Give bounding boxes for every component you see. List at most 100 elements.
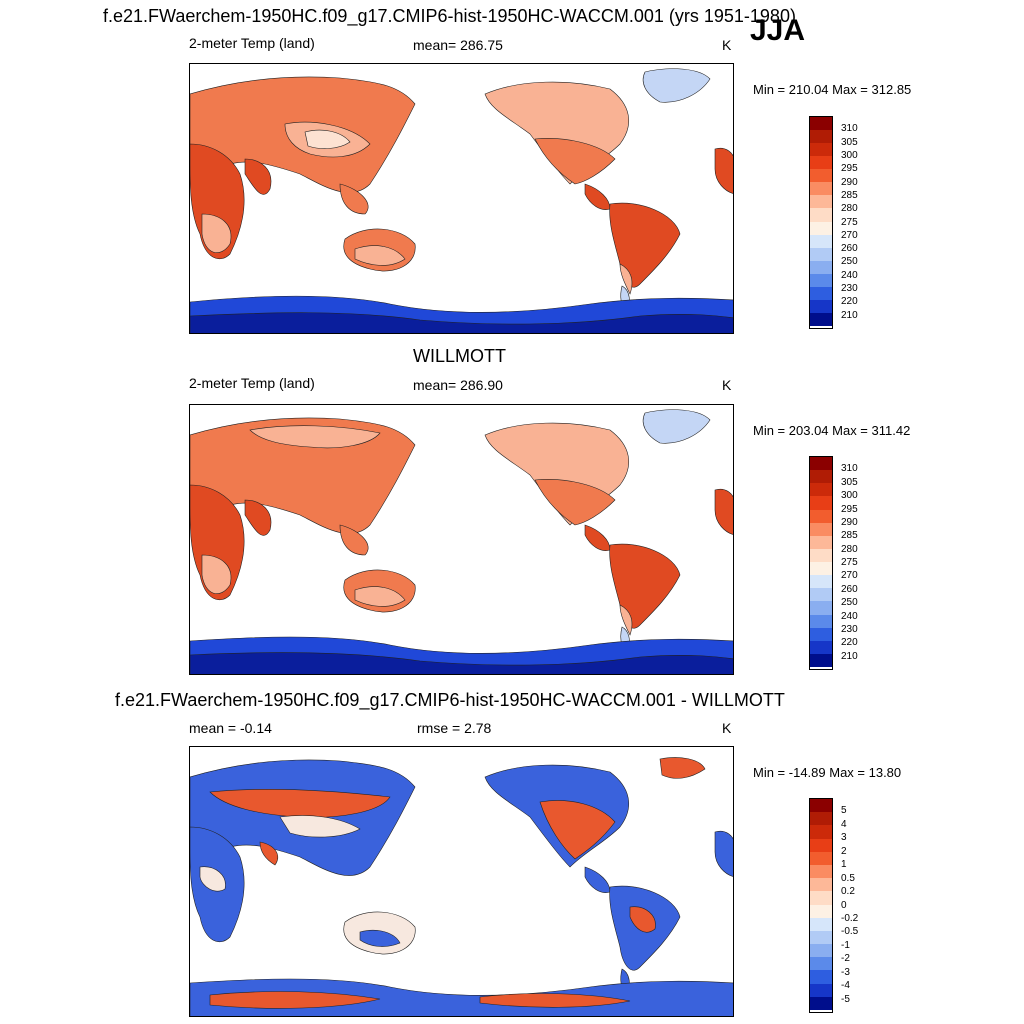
land-region bbox=[642, 68, 711, 103]
colorbar-tick-label: 250 bbox=[841, 597, 858, 609]
colorbar-tick-label: 240 bbox=[841, 269, 858, 281]
colorbar-tick-label: 210 bbox=[841, 650, 858, 662]
panel2-minmax: Min = 203.04 Max = 311.42 bbox=[753, 423, 911, 438]
colorbar-tick-label: 295 bbox=[841, 163, 858, 175]
colorbar-tick-label: 270 bbox=[841, 229, 858, 241]
colorbar-swatch bbox=[810, 182, 832, 196]
colorbar-tick-label: 260 bbox=[841, 583, 858, 595]
colorbar-tick-label: 250 bbox=[841, 256, 858, 268]
colorbar-tick-label: 1 bbox=[841, 859, 847, 871]
land-region bbox=[244, 499, 272, 536]
colorbar-swatch bbox=[810, 457, 832, 471]
land-region bbox=[201, 213, 232, 253]
colorbar-swatch bbox=[810, 917, 832, 931]
panel1-units: K bbox=[722, 37, 732, 53]
colorbar-tick-label: 220 bbox=[841, 296, 858, 308]
colorbar-swatch bbox=[810, 169, 832, 183]
colorbar-tick-label: -1 bbox=[841, 939, 850, 951]
land-region bbox=[354, 245, 406, 266]
colorbar-tick-label: 240 bbox=[841, 610, 858, 622]
colorbar-swatch bbox=[810, 130, 832, 144]
colorbar-swatch bbox=[810, 930, 832, 945]
land-region bbox=[244, 158, 272, 195]
colorbar-swatch bbox=[810, 891, 832, 905]
panel3-mean: mean = -0.14 bbox=[189, 720, 272, 736]
colorbar-tick-label: 280 bbox=[841, 203, 858, 215]
panel2-title: WILLMOTT bbox=[413, 346, 506, 366]
colorbar-swatch bbox=[810, 864, 832, 879]
colorbar-tick-label: 5 bbox=[841, 805, 847, 817]
panel3-units: K bbox=[722, 720, 732, 736]
colorbar-swatch bbox=[810, 825, 832, 839]
colorbar-swatch bbox=[810, 851, 832, 865]
colorbar-swatch bbox=[810, 286, 832, 300]
colorbar-swatch bbox=[810, 601, 832, 615]
colorbar-swatch bbox=[810, 614, 832, 628]
land-region bbox=[199, 866, 226, 892]
colorbar-tick-label: 220 bbox=[841, 637, 858, 649]
land-region bbox=[190, 652, 733, 674]
colorbar-swatch bbox=[810, 247, 832, 261]
colorbar-swatch bbox=[810, 588, 832, 602]
colorbar-tick-label: 285 bbox=[841, 189, 858, 201]
colorbar-swatch bbox=[810, 156, 832, 170]
colorbar-tick-label: 290 bbox=[841, 516, 858, 528]
colorbar-tick-label: 260 bbox=[841, 243, 858, 255]
colorbar-swatch bbox=[810, 957, 832, 971]
colorbar-swatch bbox=[810, 312, 832, 326]
colorbar-tick-label: -4 bbox=[841, 980, 850, 992]
colorbar-tick-label: 275 bbox=[841, 216, 858, 228]
colorbar-swatch bbox=[810, 548, 832, 562]
colorbar-panel1 bbox=[809, 116, 833, 329]
panel2-variable: 2-meter Temp (land) bbox=[189, 375, 315, 391]
colorbar-swatch bbox=[810, 470, 832, 484]
colorbar-swatch bbox=[810, 983, 832, 997]
colorbar-tick-label: 230 bbox=[841, 623, 858, 635]
colorbar-tick-label: 300 bbox=[841, 490, 858, 502]
panel1-map bbox=[189, 63, 734, 334]
panel3-map-svg bbox=[190, 757, 733, 1016]
colorbar-swatch bbox=[810, 260, 832, 274]
colorbar-swatch bbox=[810, 234, 832, 248]
land-region bbox=[190, 312, 733, 333]
colorbar-swatch bbox=[810, 970, 832, 984]
panel1-mean: mean= 286.75 bbox=[413, 37, 503, 53]
colorbar-tick-label: -2 bbox=[841, 953, 850, 965]
land-region bbox=[629, 906, 656, 933]
land-region bbox=[534, 138, 616, 185]
land-region bbox=[642, 409, 711, 444]
land-region bbox=[339, 183, 369, 215]
panel1-map-svg bbox=[190, 68, 733, 333]
land-region bbox=[359, 929, 401, 947]
land-region bbox=[279, 815, 361, 838]
colorbar-swatch bbox=[810, 143, 832, 157]
colorbar-tick-label: 3 bbox=[841, 832, 847, 844]
panel2-mean: mean= 286.90 bbox=[413, 377, 503, 393]
panel2-units: K bbox=[722, 377, 732, 393]
land-region bbox=[714, 147, 733, 194]
panel2-map-svg bbox=[190, 409, 733, 674]
land-region bbox=[619, 604, 633, 636]
colorbar-tick-label: 285 bbox=[841, 530, 858, 542]
colorbar-swatch bbox=[810, 878, 832, 892]
colorbar-swatch bbox=[810, 208, 832, 222]
land-region bbox=[714, 488, 733, 535]
colorbar-swatch bbox=[810, 575, 832, 589]
land-region bbox=[584, 866, 611, 893]
colorbar-swatch bbox=[810, 640, 832, 654]
season-label: JJA bbox=[750, 14, 806, 47]
colorbar-tick-label: 210 bbox=[841, 309, 858, 321]
colorbar-tick-label: 270 bbox=[841, 570, 858, 582]
land-region bbox=[354, 586, 406, 607]
land-region bbox=[584, 524, 611, 551]
panel3-rmse: rmse = 2.78 bbox=[417, 720, 492, 736]
land-region bbox=[584, 183, 611, 210]
panel3-map bbox=[189, 746, 734, 1017]
colorbar-swatch bbox=[810, 653, 832, 667]
colorbar-tick-label: -0.5 bbox=[841, 926, 859, 938]
land-region bbox=[659, 757, 706, 779]
colorbar-swatch bbox=[810, 944, 832, 958]
colorbar-swatch bbox=[810, 483, 832, 497]
land-region bbox=[619, 263, 633, 295]
colorbar-swatch bbox=[810, 535, 832, 549]
